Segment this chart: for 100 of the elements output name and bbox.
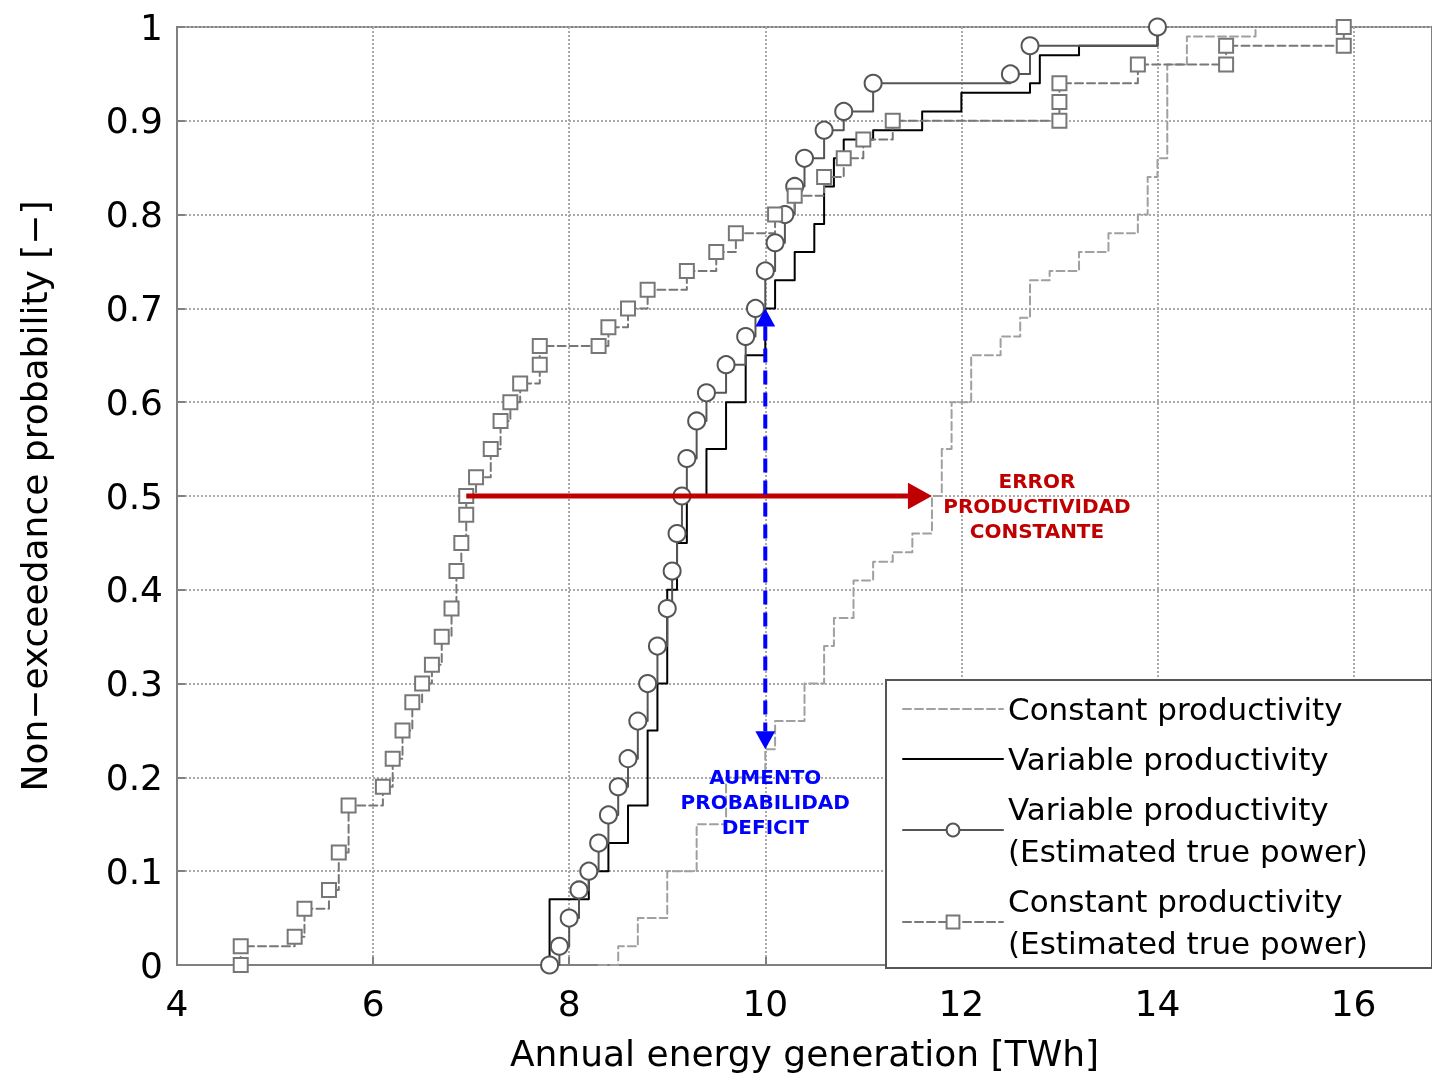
- point: [767, 206, 784, 223]
- point: [816, 169, 833, 186]
- x-tick-label: 8: [557, 982, 581, 1024]
- y-tick-label: 0.4: [105, 569, 163, 611]
- x-tick-label: 10: [742, 982, 789, 1024]
- point: [330, 844, 347, 861]
- point: [1147, 17, 1167, 37]
- y-tick-label: 0.7: [105, 287, 163, 329]
- x-tick-label: 12: [938, 982, 985, 1024]
- point: [639, 281, 656, 298]
- point: [638, 674, 658, 694]
- point: [598, 805, 618, 825]
- y-axis-title: Non−exceedance probability [−]: [13, 200, 55, 792]
- legend-label: Variable productivity (Estimated true power): [1008, 791, 1368, 869]
- legend-label: Constant productivity (Estimated true power): [1008, 883, 1368, 961]
- y-tick-label: 0.8: [105, 194, 163, 236]
- point: [687, 411, 707, 431]
- point: [296, 900, 313, 917]
- point: [835, 150, 852, 167]
- y-tick-label: 0: [140, 944, 163, 986]
- point: [795, 148, 814, 168]
- point: [677, 448, 697, 468]
- point: [1218, 56, 1235, 73]
- x-tick-label: 4: [165, 982, 189, 1024]
- annotation: AUMENTO PROBABILIDAD DEFICIT: [679, 765, 851, 841]
- point: [662, 561, 682, 581]
- y-tick-label: 1: [140, 6, 163, 48]
- x-axis-title: Annual energy generation [TWh]: [509, 1032, 1100, 1074]
- point: [232, 957, 249, 973]
- point: [745, 298, 765, 318]
- point: [755, 261, 775, 281]
- y-tick-label: 0.2: [105, 756, 163, 798]
- point: [786, 187, 803, 204]
- point: [855, 131, 872, 148]
- point: [1129, 56, 1146, 73]
- y-tick-label: 0.9: [105, 100, 163, 142]
- point: [448, 563, 465, 580]
- y-tick-label: 0.5: [105, 475, 163, 517]
- point: [579, 861, 599, 881]
- point: [814, 120, 834, 140]
- point: [384, 750, 401, 767]
- point: [1335, 37, 1352, 54]
- annotation: ERROR PRODUCTIVIDAD CONSTANTE: [942, 469, 1132, 544]
- y-tick-label: 0.6: [105, 381, 163, 423]
- point: [1335, 19, 1352, 35]
- point: [569, 880, 589, 900]
- point: [618, 749, 638, 769]
- point: [453, 534, 470, 551]
- x-tick-label: 14: [1134, 982, 1181, 1024]
- point: [600, 319, 617, 336]
- point: [657, 599, 677, 619]
- point: [608, 777, 628, 797]
- point: [512, 375, 529, 392]
- point: [765, 233, 785, 253]
- point: [320, 881, 337, 898]
- point: [458, 506, 475, 523]
- x-tick-label: 16: [1330, 982, 1377, 1024]
- point: [423, 656, 440, 673]
- point: [667, 524, 687, 544]
- point: [482, 441, 499, 458]
- point: [884, 112, 901, 129]
- y-tick-label: 0.3: [105, 663, 163, 705]
- point: [394, 722, 411, 739]
- point: [531, 337, 548, 354]
- y-tick-label: 0.1: [105, 850, 163, 892]
- point: [647, 636, 667, 656]
- point: [716, 355, 736, 375]
- point: [590, 337, 607, 354]
- point: [232, 938, 249, 955]
- point: [492, 412, 509, 429]
- point: [1218, 37, 1235, 54]
- point: [502, 394, 519, 411]
- point: [1000, 64, 1020, 84]
- point: [286, 928, 303, 945]
- x-tick-label: 6: [361, 982, 385, 1024]
- point: [708, 244, 725, 261]
- point: [549, 936, 569, 956]
- point: [696, 383, 716, 403]
- point: [678, 262, 695, 279]
- point: [1020, 36, 1040, 56]
- point: [443, 600, 460, 617]
- point: [628, 711, 648, 731]
- point: [374, 778, 391, 795]
- point: [1051, 112, 1068, 129]
- point: [1051, 94, 1068, 111]
- point: [834, 101, 854, 121]
- point: [736, 327, 756, 347]
- point: [620, 300, 637, 317]
- legend-label: Constant productivity: [1008, 691, 1343, 727]
- point: [531, 356, 548, 373]
- point: [727, 225, 744, 242]
- point: [414, 675, 431, 692]
- point: [589, 833, 609, 853]
- point: [1051, 75, 1068, 92]
- point: [863, 73, 883, 93]
- point: [404, 694, 421, 711]
- point: [540, 955, 560, 975]
- legend-label: Variable productivity: [1008, 741, 1329, 777]
- point: [559, 908, 579, 928]
- point: [433, 628, 450, 645]
